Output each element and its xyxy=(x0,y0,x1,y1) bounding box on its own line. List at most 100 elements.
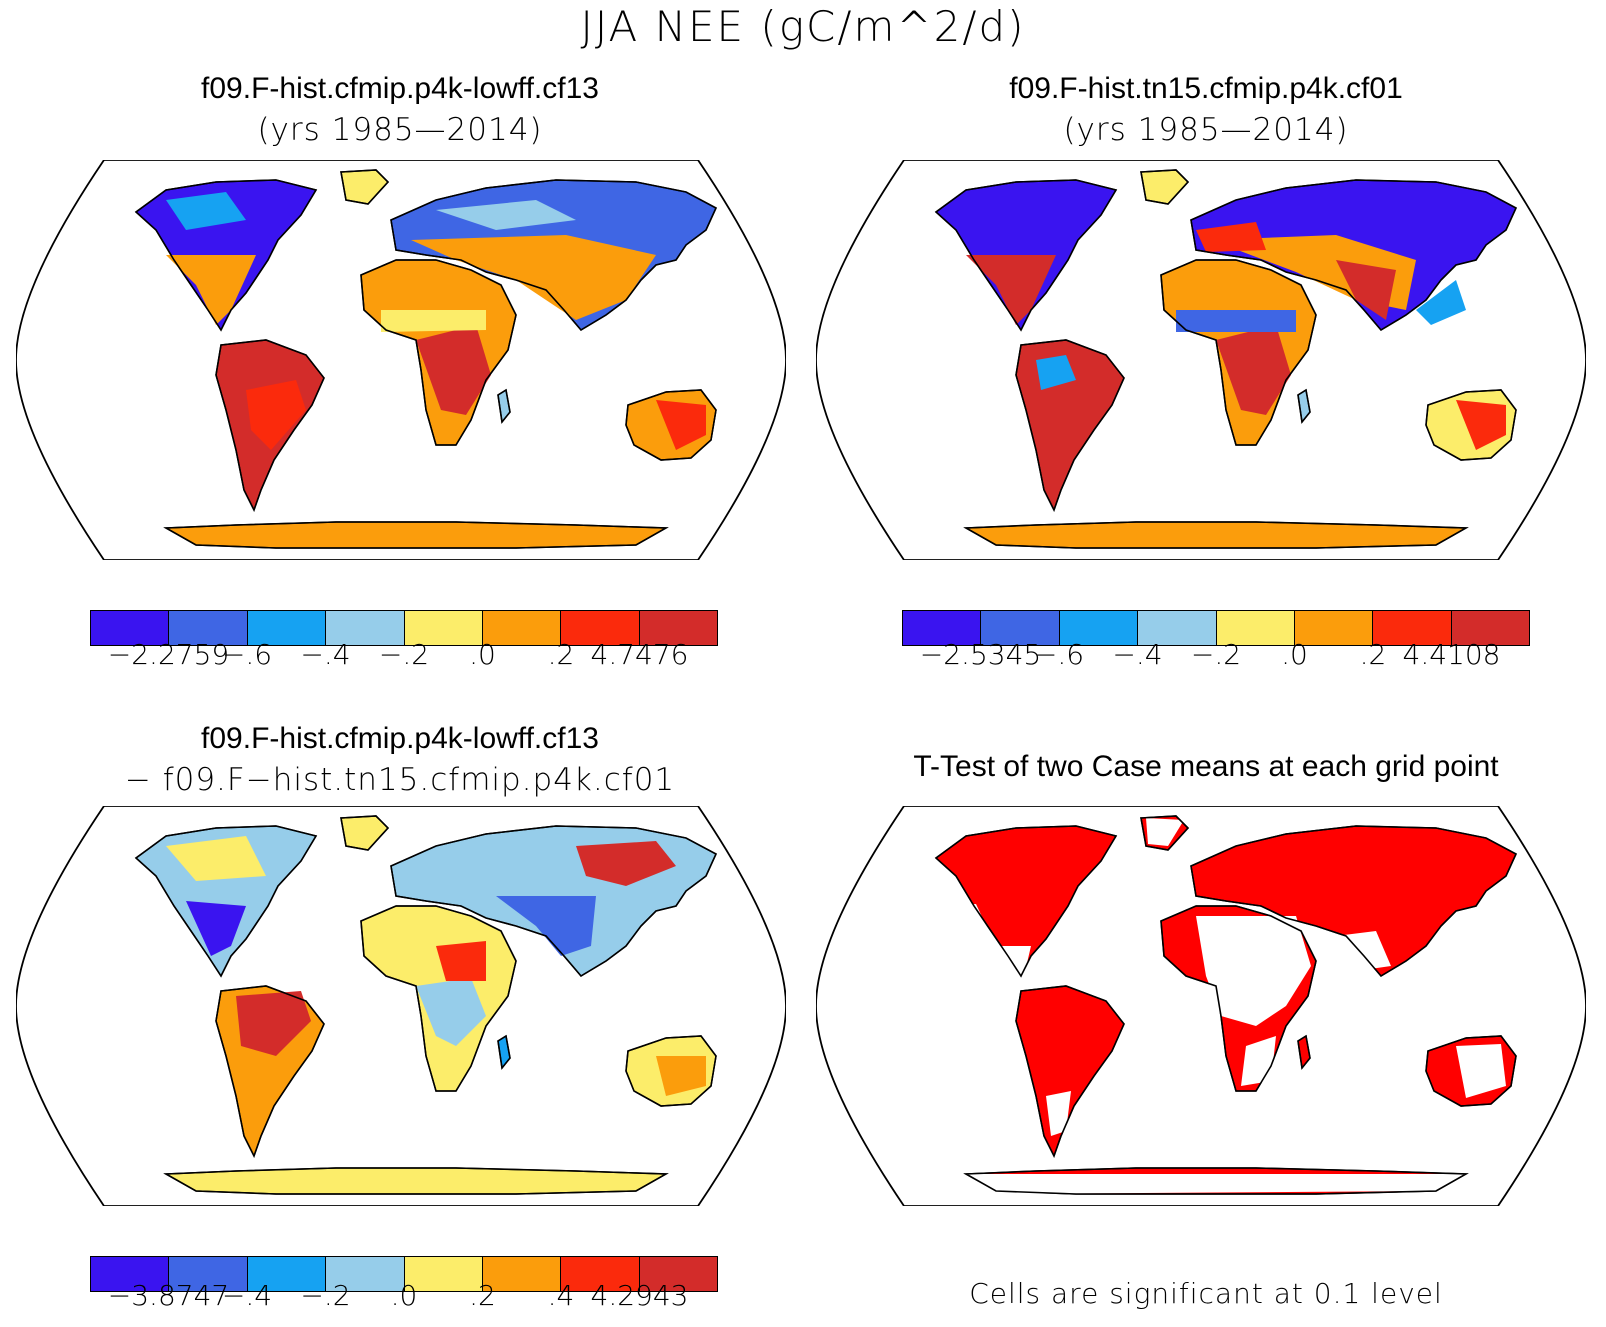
non-significant-region xyxy=(966,1174,1466,1194)
non-significant-region xyxy=(1456,1044,1506,1098)
coastline xyxy=(625,1035,717,1107)
colorbar-tick-label: 4.7476 xyxy=(590,638,689,671)
field-region xyxy=(166,836,266,881)
coastline xyxy=(390,179,718,332)
colorbar-tick-label: −2.2759 xyxy=(107,638,230,671)
coastline xyxy=(134,179,318,332)
colorbar-swatch xyxy=(326,611,405,645)
colorbar-tick-label: −.6 xyxy=(1033,638,1085,671)
map-top-left xyxy=(16,160,786,560)
field-region xyxy=(416,325,491,415)
coastline xyxy=(1015,339,1125,513)
colorbar-swatch xyxy=(1373,611,1452,645)
colorbar-tick-label: .0 xyxy=(1281,638,1308,671)
panel-subtitle-top-left: (yrs 1985—2014) xyxy=(257,112,543,148)
field-region xyxy=(246,380,306,450)
field-region xyxy=(186,901,246,956)
field-region xyxy=(166,192,246,230)
coastline xyxy=(360,905,517,1092)
non-significant-region xyxy=(1146,818,1184,846)
colorbar-tick-label: .0 xyxy=(469,638,496,671)
panel-title-bottom-left: f09.F-hist.cfmip.p4k-lowff.cf13 xyxy=(201,722,599,755)
colorbar-tick-label: −.2 xyxy=(1190,638,1242,671)
colorbar-swatch xyxy=(1294,611,1374,645)
colorbar-tick-label: 4.2943 xyxy=(590,1279,689,1312)
coastline xyxy=(1190,179,1518,332)
coastline xyxy=(134,825,318,978)
field-region xyxy=(436,200,576,230)
colorbar-tick-label: −.6 xyxy=(221,638,273,671)
map-frame xyxy=(16,806,786,1206)
figure-title: JJA NEE (gC/m^2/d) xyxy=(580,2,1026,51)
colorbar-swatch xyxy=(482,1257,562,1291)
map-bottom-left xyxy=(16,806,786,1206)
non-significant-region xyxy=(1046,1091,1071,1136)
colorbar-swatch xyxy=(404,1257,483,1291)
significance-note: Cells are significant at 0.1 level xyxy=(969,1277,1443,1310)
field-region xyxy=(496,896,596,956)
coastline xyxy=(934,179,1118,332)
field-region xyxy=(576,841,676,886)
coastline xyxy=(390,825,718,978)
non-significant-region xyxy=(996,946,1031,976)
colorbar-swatch xyxy=(1216,611,1295,645)
coastline xyxy=(1297,388,1311,424)
colorbar-top-right xyxy=(902,610,1530,646)
coastline xyxy=(340,815,390,851)
colorbar-swatch xyxy=(91,611,170,645)
field-region xyxy=(236,991,311,1056)
colorbar-swatch xyxy=(561,1257,640,1291)
colorbar-swatch xyxy=(326,1257,405,1291)
coastline xyxy=(1297,1034,1311,1070)
coastline xyxy=(1190,825,1518,978)
colorbar-swatch xyxy=(404,611,483,645)
field-region xyxy=(411,235,656,320)
colorbar-tick-label: −.4 xyxy=(1112,638,1163,671)
map-top-right xyxy=(816,160,1586,560)
coastline xyxy=(1140,169,1190,205)
colorbar-tick-label: .0 xyxy=(390,1279,418,1312)
field-region xyxy=(436,941,486,981)
colorbar-swatch xyxy=(903,611,982,645)
field-region xyxy=(381,310,486,332)
coastline xyxy=(1140,815,1190,851)
colorbar-tick-label: .2 xyxy=(469,1279,496,1312)
field-region xyxy=(656,1056,706,1096)
non-significant-region xyxy=(1196,916,1311,1026)
field-region xyxy=(1216,325,1291,415)
map-bottom-right xyxy=(816,806,1586,1206)
land-sa xyxy=(1015,985,1125,1158)
coastline xyxy=(215,339,325,513)
colorbar-tick-label: 4.4108 xyxy=(1402,638,1501,671)
colorbar-swatch xyxy=(1138,611,1217,645)
panel-title-top-right: f09.F-hist.tn15.cfmip.p4k.cf01 xyxy=(1009,72,1403,105)
colorbar-tick-label: .4 xyxy=(547,1279,575,1312)
field-region xyxy=(416,978,486,1046)
colorbar-swatch xyxy=(1059,611,1139,645)
colorbar-tick-label: −.2 xyxy=(300,1279,351,1312)
colorbar-tick-label: −2.5345 xyxy=(919,638,1042,671)
coastline xyxy=(360,259,517,446)
coastline xyxy=(215,985,325,1159)
coastline xyxy=(163,521,669,549)
panel-title-top-left: f09.F-hist.cfmip.p4k-lowff.cf13 xyxy=(201,72,599,105)
colorbar-swatch xyxy=(981,611,1060,645)
colorbar-top-left xyxy=(90,610,718,646)
coastline xyxy=(1160,905,1317,1092)
colorbar-tick-label: −.4 xyxy=(300,638,351,671)
field-region xyxy=(1176,310,1296,332)
map-frame xyxy=(816,806,1586,1206)
colorbar-swatch xyxy=(639,1257,717,1291)
field-region xyxy=(1456,400,1506,450)
colorbar-swatch xyxy=(482,611,562,645)
field-region xyxy=(1196,222,1266,252)
coastline xyxy=(963,521,1469,549)
coastline xyxy=(625,389,717,461)
coastline xyxy=(1015,985,1125,1159)
colorbar-swatch xyxy=(169,611,248,645)
colorbar-tick-label: −3.8747 xyxy=(107,1279,230,1312)
coastline xyxy=(1160,259,1317,446)
field-region xyxy=(1036,355,1076,390)
colorbar-swatch xyxy=(169,1257,248,1291)
colorbar-tick-label: .2 xyxy=(547,638,575,671)
